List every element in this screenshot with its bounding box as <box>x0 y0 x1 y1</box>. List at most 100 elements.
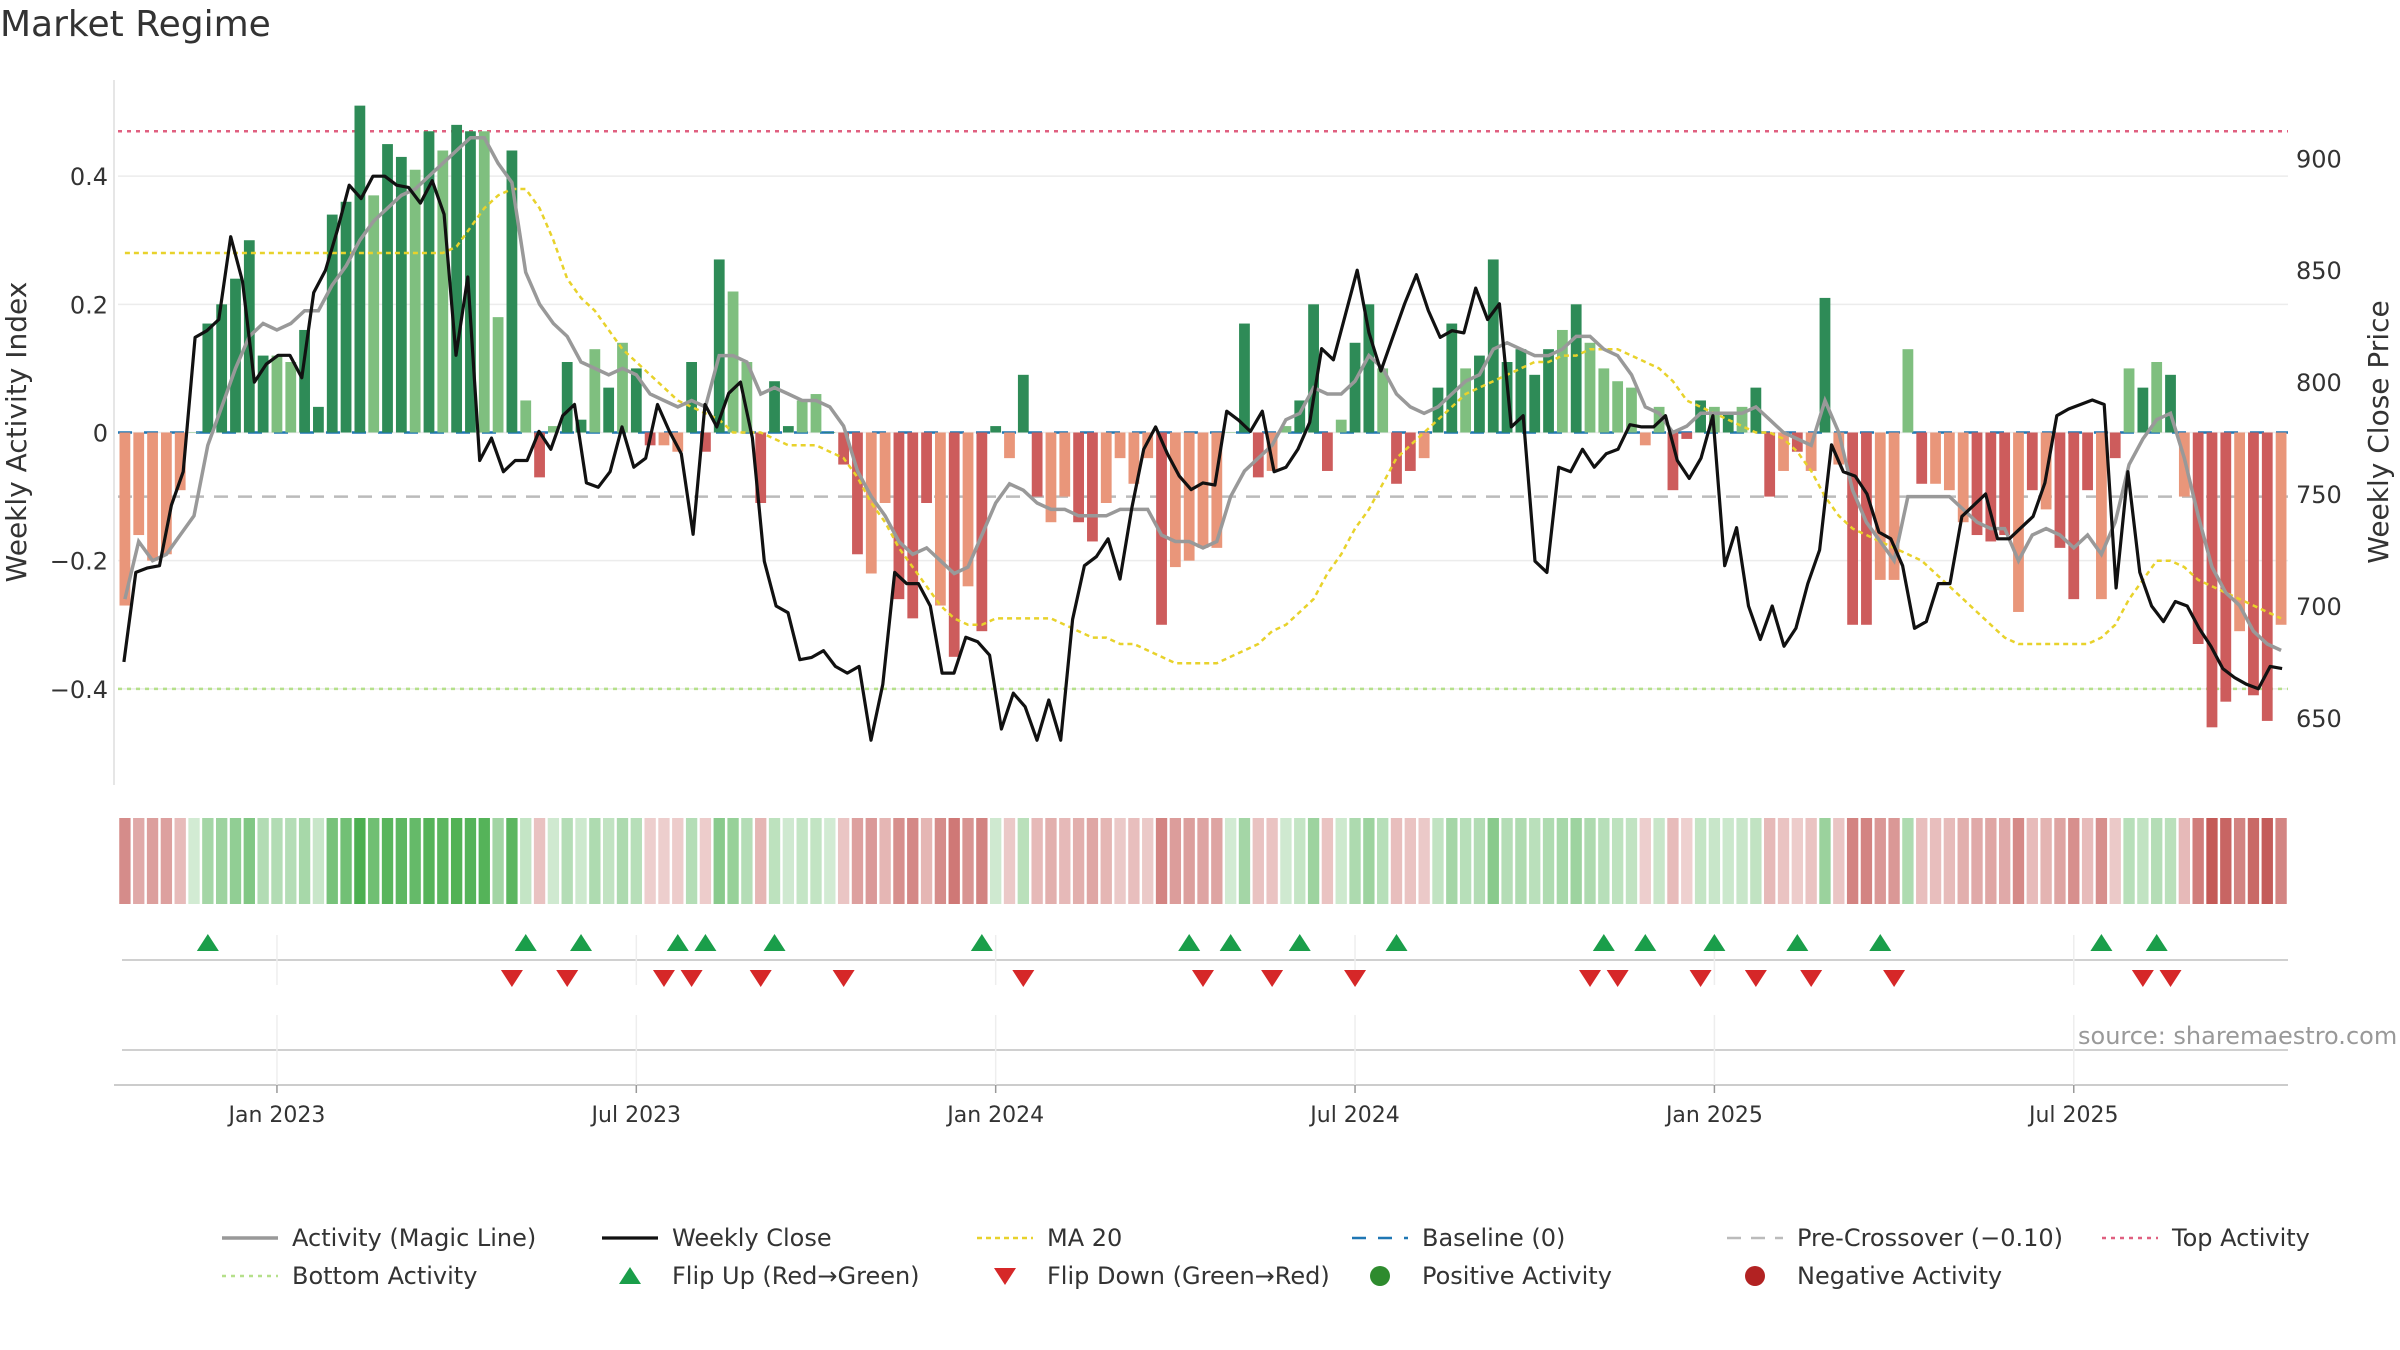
flip-down-marker <box>556 970 579 987</box>
regime-strip-cell <box>1473 818 1486 904</box>
regime-strip-cell <box>257 818 269 904</box>
activity-bar <box>368 195 380 433</box>
legend-item-flip_up: Flip Up (Red→Green) <box>600 1256 920 1296</box>
flip-down-marker <box>1012 970 1035 987</box>
flip-up-marker <box>1703 934 1726 951</box>
activity-bar <box>202 323 214 433</box>
regime-strip-cell <box>1515 818 1527 904</box>
regime-strip-cell <box>1570 818 1582 904</box>
regime-strip-cell <box>1584 818 1596 904</box>
flip-up-marker <box>1219 934 1242 951</box>
regime-strip-cell <box>1100 818 1112 904</box>
activity-bar <box>1460 368 1472 433</box>
regime-strip-cell <box>202 818 214 904</box>
flip-down-marker <box>680 970 703 987</box>
legend-item-close: Weekly Close <box>600 1218 832 1258</box>
regime-strip-cell <box>1155 818 1168 904</box>
regime-strip-cell <box>1667 818 1679 904</box>
activity-bar <box>1916 432 1928 484</box>
activity-bar <box>1681 432 1693 439</box>
regime-strip-cell <box>561 818 573 904</box>
activity-bar <box>437 150 449 433</box>
legend-swatch <box>1727 1236 1783 1240</box>
activity-bar <box>1667 432 1679 491</box>
regime-strip-cell <box>948 818 960 904</box>
y-tick-label: −0.4 <box>50 676 108 704</box>
flip-up-marker <box>970 934 993 951</box>
activity-bar <box>1322 432 1333 471</box>
activity-bar <box>1943 432 1955 491</box>
flip-down-marker <box>1883 970 1906 987</box>
regime-strip-cell <box>1943 818 1956 904</box>
legend-item-flip_down: Flip Down (Green→Red) <box>975 1256 1330 1296</box>
regime-strip-cell <box>1045 818 1057 904</box>
regime-strip-cell <box>1971 818 1983 904</box>
activity-bar <box>2123 368 2135 433</box>
regime-strip-cell <box>630 818 642 904</box>
regime-strip-cell <box>1086 818 1099 904</box>
activity-bar <box>520 400 532 433</box>
activity-bar <box>547 426 559 433</box>
regime-strip-cell <box>340 818 352 904</box>
y2-tick-label: 800 <box>2296 369 2342 397</box>
activity-bar <box>1639 432 1651 446</box>
regime-strip-cell <box>907 818 919 904</box>
x-tick-label: Jul 2024 <box>1308 1103 1400 1128</box>
regime-strip-cell <box>1349 818 1361 904</box>
regime-strip-cell <box>2026 818 2038 904</box>
activity-bar <box>934 432 946 606</box>
x-tick-label: Jul 2025 <box>2027 1103 2119 1128</box>
activity-bar <box>1570 304 1582 433</box>
regime-strip-cell <box>1764 818 1776 904</box>
regime-strip-cell <box>1252 818 1264 904</box>
regime-strip-cell <box>119 818 131 904</box>
regime-strip-cell <box>312 818 325 904</box>
regime-strip-cell <box>547 818 560 904</box>
activity-bar <box>2248 432 2259 696</box>
activity-bar <box>1169 432 1181 568</box>
activity-bar <box>1487 259 1499 433</box>
activity-bar <box>1902 349 1914 433</box>
legend-label: Pre-Crossover (−0.10) <box>1797 1224 2064 1252</box>
activity-bar <box>216 304 228 433</box>
activity-bar <box>2068 432 2080 600</box>
regime-strip-cell <box>810 818 822 904</box>
regime-strip-cell <box>865 818 877 904</box>
legend: Activity (Magic Line) Weekly Close MA 20 Ba… <box>220 1218 2380 1308</box>
legend-label: Bottom Activity <box>292 1262 478 1290</box>
regime-strip-cell <box>464 818 477 904</box>
flip-down-marker <box>652 970 675 987</box>
regime-strip-cell <box>768 818 781 904</box>
activity-bar <box>1861 432 1872 625</box>
regime-strip-cell <box>1846 818 1859 904</box>
activity-bar <box>2054 432 2066 548</box>
flip-down-marker <box>2159 970 2182 987</box>
legend-label: Flip Down (Green→Red) <box>1047 1262 1330 1290</box>
activity-bar <box>1128 432 1140 484</box>
legend-swatch <box>222 1274 278 1278</box>
activity-bar <box>1031 432 1043 497</box>
flip-up-marker <box>1786 934 1809 951</box>
activity-bar <box>2137 387 2149 433</box>
activity-bar <box>2261 432 2273 721</box>
flip-down-marker <box>1261 970 1284 987</box>
flip-down-marker <box>832 970 855 987</box>
flip-down-marker <box>2131 970 2154 987</box>
regime-strip-cell <box>492 818 504 904</box>
activity-bar <box>879 432 891 503</box>
regime-strip-cell <box>2151 818 2163 904</box>
legend-label: Weekly Close <box>672 1224 832 1252</box>
activity-bar <box>1764 432 1776 497</box>
regime-strip-cell <box>2081 818 2094 904</box>
legend-swatch <box>1745 1266 1765 1286</box>
regime-strip-cell <box>782 818 795 904</box>
activity-bar <box>948 432 960 657</box>
x-tick-label: Jul 2023 <box>590 1103 682 1128</box>
regime-strip-cell <box>1929 818 1942 904</box>
activity-bar <box>133 432 145 536</box>
activity-bar <box>492 317 504 433</box>
y-tick-label: 0.4 <box>70 163 108 191</box>
legend-label: MA 20 <box>1047 1224 1123 1252</box>
regime-strip-cell <box>2220 818 2232 904</box>
activity-bar <box>257 355 269 433</box>
